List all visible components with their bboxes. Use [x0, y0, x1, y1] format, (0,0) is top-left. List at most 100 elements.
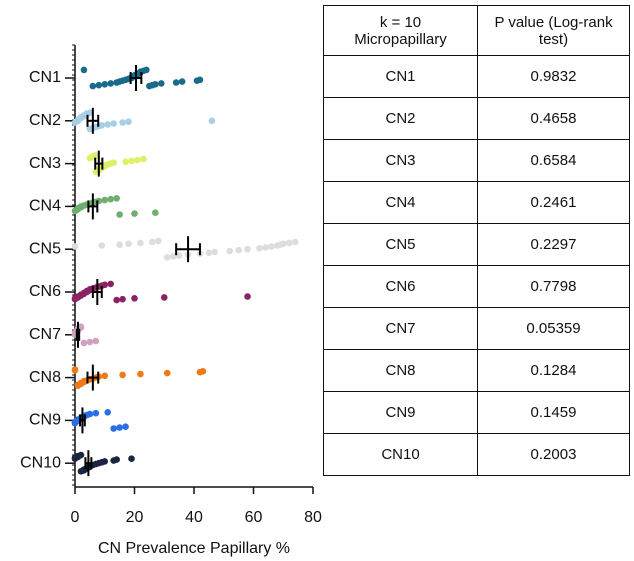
data-point — [149, 238, 156, 246]
data-point — [80, 339, 88, 347]
data-point — [134, 156, 141, 164]
data-point — [178, 78, 186, 85]
data-point — [196, 76, 204, 84]
table-row: CN4 0.2461 — [323, 181, 630, 224]
x-tick-label: 40 — [185, 509, 203, 526]
table-cell: CN10 — [323, 433, 478, 476]
data-point — [110, 120, 117, 127]
data-point — [199, 368, 207, 375]
table-row: CN9 0.1459 — [323, 391, 630, 434]
table-cell: CN5 — [323, 223, 478, 266]
data-point — [116, 211, 123, 218]
data-point — [211, 248, 219, 256]
table-cell: CN1 — [323, 55, 478, 98]
table-cell: 0.2297 — [477, 223, 630, 266]
data-point — [86, 338, 94, 346]
p-value-table: k = 10 Micropapillary P value (Log-rank tes… — [323, 5, 630, 476]
data-point — [86, 410, 94, 418]
data-point — [116, 424, 123, 431]
table-cell: 0.1284 — [477, 349, 630, 392]
table-row: CN1 0.9832 — [323, 55, 630, 98]
data-point — [113, 456, 120, 463]
data-point — [77, 323, 85, 331]
x-tick-label: 60 — [245, 509, 263, 526]
data-point — [98, 242, 106, 249]
data-point — [122, 158, 129, 166]
data-point — [107, 280, 114, 288]
table-row: CN5 0.2297 — [323, 223, 630, 266]
data-point — [95, 81, 103, 89]
data-point — [137, 239, 144, 247]
data-point — [175, 252, 183, 259]
data-point — [268, 243, 275, 250]
data-point — [160, 294, 168, 301]
y-tick-label: CN5 — [29, 240, 61, 257]
data-point — [226, 247, 233, 255]
x-tick-label: 20 — [126, 509, 144, 526]
data-point — [92, 337, 100, 345]
data-point — [163, 369, 171, 377]
table-cell: CN7 — [323, 307, 478, 350]
data-point — [143, 66, 150, 74]
y-tick-label: CN9 — [29, 412, 61, 429]
data-point — [291, 238, 299, 246]
data-point — [208, 117, 216, 125]
table-cell: CN9 — [323, 391, 478, 434]
data-point — [122, 423, 129, 431]
data-point — [235, 246, 242, 254]
data-point — [128, 157, 135, 165]
data-point — [104, 409, 112, 416]
data-point — [119, 295, 126, 303]
data-point — [279, 240, 287, 248]
data-point — [256, 245, 263, 252]
header-line: P value (Log-rank — [494, 13, 613, 31]
data-point — [92, 152, 100, 159]
data-point — [80, 66, 88, 74]
data-point — [131, 295, 138, 302]
data-point — [77, 451, 85, 459]
table-row: CN2 0.4658 — [323, 97, 630, 140]
y-tick-label: CN1 — [29, 69, 61, 86]
chart: CN Prevalence Papillary % 0 20 40 60 80 CN1 CN… — [20, 44, 322, 557]
header-cell: P value (Log-rank test) — [477, 5, 630, 56]
table-cell: 0.05359 — [477, 307, 630, 350]
data-point — [113, 296, 120, 304]
data-point — [125, 240, 132, 248]
data-point — [244, 293, 251, 300]
data-point — [152, 81, 159, 88]
data-point — [86, 109, 94, 116]
data-point — [107, 80, 114, 87]
table-row: CN3 0.6584 — [323, 139, 630, 182]
x-axis-label: CN Prevalence Papillary % — [98, 540, 290, 557]
y-tick-label: CN2 — [29, 112, 61, 129]
data-point — [116, 241, 123, 248]
table-cell: CN6 — [323, 265, 478, 308]
data-point — [163, 253, 171, 261]
header-cell: k = 10 Micropapillary — [323, 5, 478, 56]
header-line: Micropapillary — [354, 30, 447, 48]
data-point — [113, 195, 120, 202]
table-row: CN10 0.2003 — [323, 433, 630, 476]
y-tick-label: CN6 — [29, 283, 61, 300]
table-cell: 0.2003 — [477, 433, 630, 476]
table-cell: 0.1459 — [477, 391, 630, 434]
data-point — [262, 244, 269, 251]
y-tick-label: CN4 — [29, 198, 61, 215]
data-point — [157, 80, 165, 87]
header-row: k = 10 Micropapillary P value (Log-rank tes… — [323, 5, 630, 56]
data-point — [92, 409, 100, 417]
data-point — [155, 237, 162, 245]
data-point — [101, 196, 109, 204]
header-line: test) — [538, 30, 569, 48]
header-line: k = 10 — [379, 13, 422, 31]
x-tick-label: 0 — [71, 509, 80, 526]
table-cell: 0.7798 — [477, 265, 630, 308]
table-cell: 0.4658 — [477, 97, 630, 140]
data-point — [119, 119, 126, 126]
data-point — [89, 82, 97, 90]
data-point — [285, 239, 293, 247]
x-tick-label: 80 — [304, 509, 322, 526]
data-point — [137, 370, 144, 378]
y-tick-label: CN10 — [20, 454, 61, 471]
table-cell: CN8 — [323, 349, 478, 392]
